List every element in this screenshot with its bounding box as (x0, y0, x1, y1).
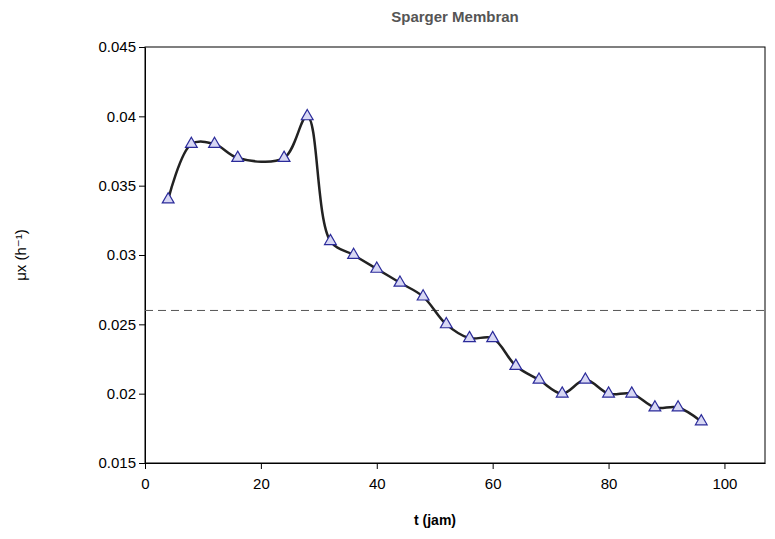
tick-label: 60 (485, 475, 502, 492)
data-point (579, 373, 591, 383)
data-point (209, 137, 221, 147)
tick: 0.035 (98, 177, 145, 194)
tick-label: 0 (141, 475, 149, 492)
tick-label: 0.015 (98, 454, 136, 471)
tick-mark (139, 47, 145, 48)
data-point (348, 248, 360, 258)
data-point (185, 137, 197, 147)
data-point (162, 193, 174, 203)
tick: 0.015 (98, 454, 145, 471)
data-point (487, 331, 499, 341)
tick: 0 (141, 463, 149, 492)
data-point (556, 387, 568, 397)
reference-line (145, 310, 765, 311)
data-point (695, 415, 707, 425)
tick-mark (139, 463, 145, 464)
plot-area (145, 110, 765, 425)
data-point (626, 387, 638, 397)
data-point (301, 110, 313, 120)
tick-label: 20 (253, 475, 270, 492)
tick-label: 40 (369, 475, 386, 492)
data-point (371, 262, 383, 272)
x-axis-title: t (jam) (414, 512, 456, 528)
tick-mark (493, 463, 494, 469)
tick-mark (724, 463, 725, 469)
data-point (417, 290, 429, 300)
chart: 0204060801000.0150.020.0250.030.0350.040… (0, 0, 775, 539)
data-point (440, 318, 452, 328)
data-point (510, 359, 522, 369)
data-point (533, 373, 545, 383)
data-point (325, 234, 337, 244)
tick: 0.045 (98, 38, 145, 55)
data-point (394, 276, 406, 286)
data-line (168, 116, 701, 421)
tick: 0.025 (98, 316, 145, 333)
data-point (672, 401, 684, 411)
tick-mark (377, 463, 378, 469)
tick: 0.03 (107, 246, 145, 263)
data-point (649, 401, 661, 411)
tick-label: 0.03 (107, 246, 136, 263)
tick: 0.04 (107, 108, 145, 125)
tick-mark (145, 463, 146, 469)
y-axis: 0.015 0.02 0.025 0.03 0.035 0.04 0.045 (98, 38, 145, 471)
tick: 60 (485, 463, 502, 492)
tick-mark (139, 255, 145, 256)
axis-line (146, 463, 766, 464)
tick-label: 0.02 (107, 385, 136, 402)
tick-mark (261, 463, 262, 469)
data-point (232, 151, 244, 161)
tick-label: 80 (601, 475, 618, 492)
plot-frame (145, 47, 765, 463)
tick: 100 (712, 463, 737, 492)
tick: 0.02 (107, 385, 145, 402)
tick: 20 (253, 463, 270, 492)
tick-mark (139, 186, 145, 187)
tick-mark (609, 463, 610, 469)
tick-mark (139, 116, 145, 117)
y-axis-title: μx (h⁻¹) (12, 229, 29, 281)
data-point (278, 151, 290, 161)
data-point (464, 331, 476, 341)
tick: 40 (369, 463, 386, 492)
tick-label: 0.035 (98, 177, 136, 194)
tick-label: 100 (712, 475, 737, 492)
tick-mark (139, 324, 145, 325)
data-point (603, 387, 615, 397)
tick-label: 0.04 (107, 108, 136, 125)
axis-line (145, 48, 146, 464)
tick-label: 0.025 (98, 316, 136, 333)
tick-label: 0.045 (98, 38, 136, 55)
chart-title: Sparger Membran (391, 8, 519, 25)
tick-mark (139, 394, 145, 395)
x-axis: 0 20 40 60 80 100 (141, 463, 765, 492)
tick: 80 (601, 463, 618, 492)
